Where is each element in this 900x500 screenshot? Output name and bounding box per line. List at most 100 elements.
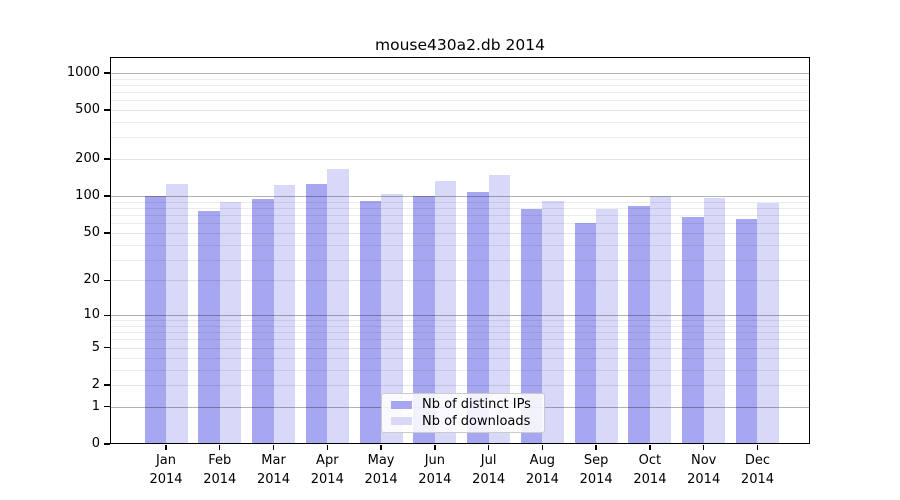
x-tick-label-dec: Dec 2014 (727, 451, 787, 489)
x-tick-label-jan: Jan 2014 (136, 451, 196, 489)
bar-downloads-feb (219, 202, 242, 444)
x-tick-label-year: 2014 (525, 472, 559, 487)
bar-distinct-ips-jul (467, 191, 489, 444)
y-tick-50 (104, 232, 110, 234)
gridline-300 (111, 137, 809, 139)
legend-item-downloads: Nb of downloads (391, 414, 535, 429)
bar-distinct-ips-sep (574, 223, 597, 444)
x-tick-label-month: May (367, 453, 395, 468)
x-tick-label-aug: Aug 2014 (512, 451, 572, 489)
gridline-200 (111, 159, 809, 161)
legend-swatch-downloads (391, 417, 412, 426)
y-tick-1000 (104, 72, 110, 74)
x-tick-label-month: Apr (316, 453, 339, 468)
gridline-700 (111, 92, 809, 94)
y-tick-200 (104, 158, 110, 160)
y-tick-20 (104, 279, 110, 282)
bar-distinct-ips-aug (520, 208, 543, 444)
bar-downloads-sep (596, 208, 618, 444)
x-tick-label-year: 2014 (472, 472, 506, 487)
x-tick-label-year: 2014 (633, 472, 667, 487)
y-tick-5 (104, 347, 110, 349)
x-tick-label-year: 2014 (687, 472, 721, 487)
bar-downloads-apr (327, 168, 349, 444)
x-tick-label-month: Jan (155, 453, 177, 468)
gridline-2 (111, 384, 809, 386)
bar-distinct-ips-apr (305, 184, 328, 444)
bar-distinct-ips-may (359, 200, 382, 444)
bar-downloads-mar (273, 185, 296, 444)
x-tick-label-nov: Nov 2014 (674, 451, 734, 489)
legend-swatch-distinct-ips (391, 400, 412, 409)
bar-downloads-jan (166, 184, 188, 444)
bar-distinct-ips-oct (628, 206, 650, 444)
x-tick-label-feb: Feb 2014 (190, 451, 250, 489)
x-tick-feb (219, 444, 221, 450)
x-tick-label-month: Dec (744, 453, 771, 468)
x-tick-jun (434, 444, 436, 450)
y-tick-label-100: 100 (75, 188, 100, 204)
y-tick-0 (104, 443, 110, 445)
gridline-5 (111, 347, 809, 349)
x-tick-label-month: Sep (583, 453, 609, 468)
x-tick-label-year: 2014 (740, 472, 775, 487)
y-tick-label-50: 50 (83, 224, 100, 240)
gridline-600 (111, 100, 809, 102)
x-tick-label-year: 2014 (203, 472, 237, 487)
gridline-9 (111, 320, 809, 322)
y-tick-label-200: 200 (75, 151, 100, 167)
y-tick-100 (104, 195, 110, 197)
bar-distinct-ips-jun (413, 195, 435, 444)
x-tick-label-month: Jul (480, 453, 497, 468)
y-tick-500 (104, 109, 110, 111)
x-tick-jul (487, 444, 490, 450)
y-tick-label-0: 0 (91, 436, 100, 451)
x-tick-jan (165, 444, 167, 450)
gridline-400 (111, 122, 809, 124)
x-tick-aug (541, 444, 544, 450)
y-tick-label-1: 1 (91, 398, 100, 414)
bar-distinct-ips-feb (198, 211, 220, 444)
gridline-6 (111, 339, 809, 341)
x-tick-label-jun: Jun 2014 (405, 451, 465, 489)
gridline-80 (111, 207, 809, 209)
y-tick-label-2: 2 (91, 376, 100, 392)
bar-distinct-ips-mar (252, 198, 274, 444)
gridline-30 (111, 259, 809, 261)
gridline-800 (111, 84, 809, 86)
x-tick-apr (326, 444, 328, 450)
legend-item-distinct-ips: Nb of distinct IPs (391, 397, 535, 412)
x-tick-label-year: 2014 (418, 472, 452, 487)
y-tick-label-5: 5 (91, 339, 100, 355)
gridline-20 (111, 280, 809, 282)
x-tick-label-year: 2014 (310, 472, 344, 487)
y-tick-label-10: 10 (83, 307, 100, 323)
y-tick-10 (104, 314, 110, 316)
y-tick-label-500: 500 (75, 102, 100, 118)
gridline-70 (111, 215, 809, 217)
x-tick-label-jul: Jul 2014 (459, 451, 519, 489)
y-tick-label-20: 20 (83, 272, 100, 288)
x-tick-label-year: 2014 (579, 472, 613, 487)
x-tick-dec (756, 444, 759, 450)
gridline-900 (111, 78, 809, 80)
gridline-40 (111, 244, 809, 246)
legend-label-downloads: Nb of downloads (422, 413, 531, 429)
x-tick-label-month: Mar (261, 453, 286, 468)
bar-downloads-oct (649, 196, 672, 444)
bar-downloads-aug (542, 200, 564, 444)
bar-distinct-ips-nov (682, 216, 704, 444)
x-tick-label-month: Feb (208, 453, 232, 468)
gridline-1000 (111, 72, 809, 74)
x-tick-sep (595, 444, 597, 450)
x-tick-label-sep: Sep 2014 (566, 451, 626, 489)
x-tick-nov (703, 444, 705, 450)
gridline-7 (111, 332, 809, 334)
x-tick-label-year: 2014 (149, 472, 183, 487)
bar-downloads-dec (757, 202, 779, 444)
x-tick-label-year: 2014 (256, 472, 291, 487)
x-tick-may (380, 444, 382, 450)
bar-downloads-nov (703, 197, 726, 444)
